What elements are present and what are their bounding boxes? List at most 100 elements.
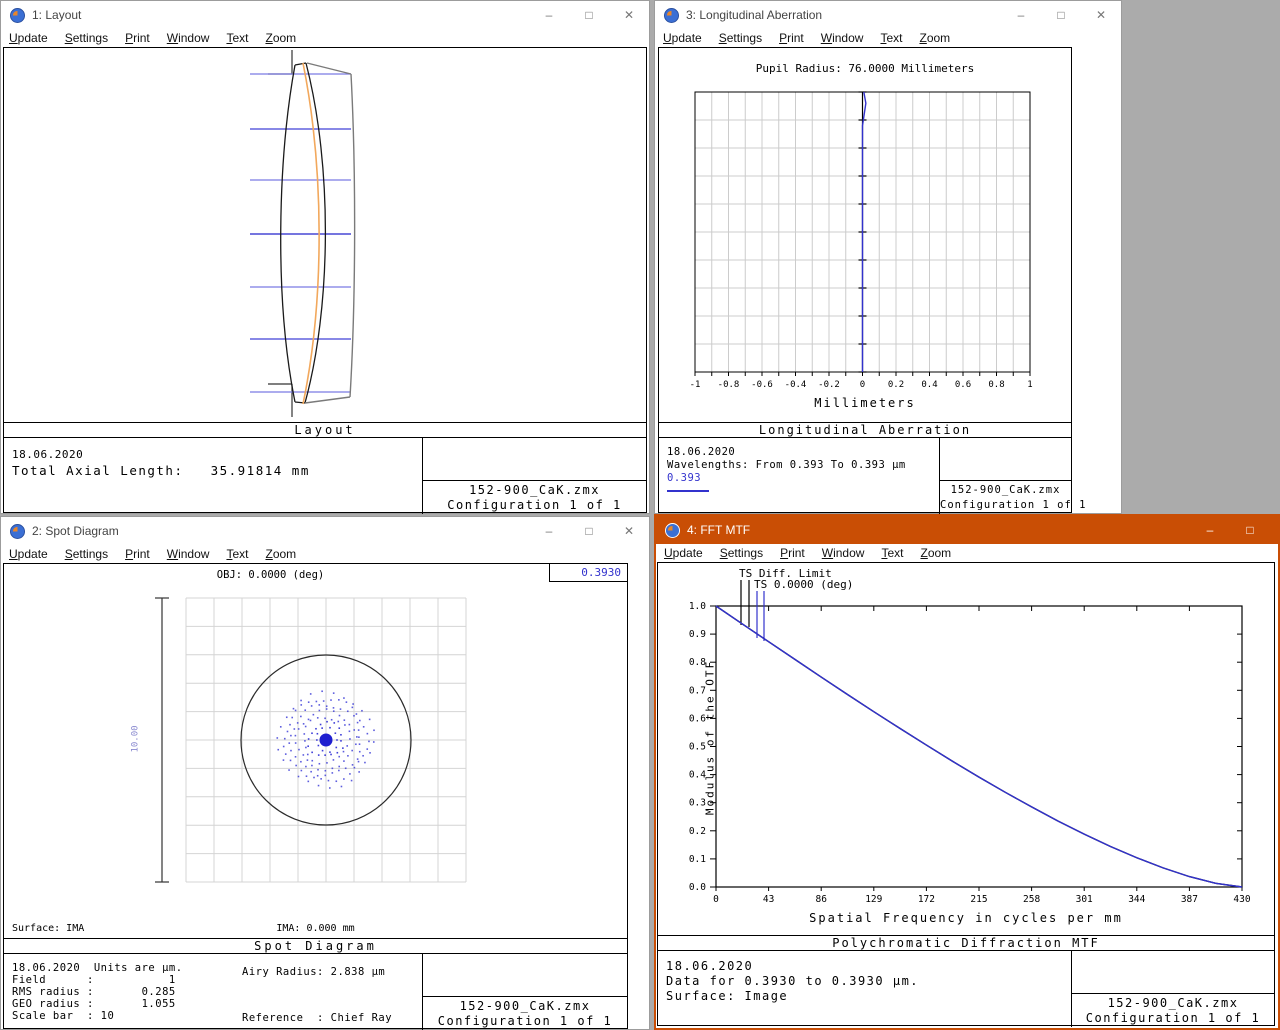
tick-label: -0.4 [785,380,807,390]
menu-item-window[interactable]: Window [820,31,864,45]
menu-item-settings[interactable]: Settings [64,547,109,561]
tick-label: 0.7 [689,685,706,696]
tick-label: 0.2 [888,380,904,390]
plot-title-strip: Polychromatic Diffraction MTF [658,935,1274,951]
menu-item-update[interactable]: Update [9,547,48,561]
airy-radius-label: Airy Radius: 2.838 µm [242,966,386,978]
mtf-graphic-frame: TS Diff. Limit TS 0.0000 (deg) Modulus o… [657,562,1275,1027]
titlebar-mtf[interactable]: 4: FFT MTF – □ ✕ [656,516,1278,544]
menu-item-settings[interactable]: Settings [718,31,763,45]
ray-bundle [250,73,351,393]
wavelength-value: 0.393 [667,472,702,484]
tick-label: 0.8 [689,657,706,668]
menu-item-text[interactable]: Text [226,547,249,561]
maximize-button[interactable]: □ [1246,523,1254,537]
menu-item-zoom[interactable]: Zoom [919,31,951,45]
configuration-label: Configuration 1 of 1 [1085,1010,1261,1025]
tick-label: 0.1 [689,854,706,865]
titlebar-layout[interactable]: 1: Layout – □ ✕ [1,1,649,29]
tick-label: 86 [815,894,827,905]
plot-title: Layout [294,423,356,437]
date-label: 18.06.2020 [666,959,754,973]
lens-file-name: 152-900_CaK.zmx [469,482,600,497]
footer-divider [939,438,940,514]
menu-item-settings[interactable]: Settings [719,546,764,560]
tick-label: 0.0 [689,882,706,893]
menu-item-settings[interactable]: Settings [64,31,109,45]
titlebar-spot[interactable]: 2: Spot Diagram – □ ✕ [1,517,649,545]
maximize-button[interactable]: □ [1057,8,1065,22]
window-layout: 1: Layout – □ ✕ Update Settings Print Windo… [0,0,650,514]
lens-layout-drawing [250,50,356,417]
close-button[interactable]: ✕ [623,8,635,22]
tick-label: 0.6 [955,380,971,390]
pupil-radius-header: Pupil Radius: 76.0000 Millimeters [755,62,975,75]
menu-item-window[interactable]: Window [821,546,865,560]
menu-item-text[interactable]: Text [880,31,903,45]
lens-file-name: 152-900_CaK.zmx [1107,995,1239,1010]
menubar-longitudinal: Update Settings Print Window Text Zoom [655,29,1121,47]
tick-label: 0.9 [689,629,706,640]
tick-label: -0.6 [751,380,773,390]
window-title: 1: Layout [32,8,82,22]
spot-footer: 18.06.2020 Units are µm. Field : 1 RMS r… [4,954,627,1030]
tick-label: -1 [690,380,701,390]
menu-item-print[interactable]: Print [125,31,150,45]
close-button[interactable]: ✕ [1270,516,1278,544]
menu-item-update[interactable]: Update [664,546,703,560]
menu-item-print[interactable]: Print [779,31,804,45]
menu-item-text[interactable]: Text [881,546,904,560]
menu-item-update[interactable]: Update [663,31,702,45]
minimize-button[interactable]: – [545,8,553,22]
menu-item-zoom[interactable]: Zoom [265,31,297,45]
menubar-mtf: Update Settings Print Window Text Zoom [656,544,1278,562]
window-spot-diagram: 2: Spot Diagram – □ ✕ Update Settings Prin… [0,516,650,1030]
tick-label: 215 [970,894,987,905]
configuration-label: Configuration 1 of 1 [447,497,622,512]
legend-diff-limit-label: TS Diff. Limit [739,567,832,580]
spot-core [319,733,333,747]
tick-label: 1 [1027,380,1032,390]
longitudinal-footer: 18.06.2020 Wavelengths: From 0.393 To 0.… [659,438,1085,514]
menu-item-window[interactable]: Window [166,31,210,45]
data-range-label: Data for 0.3930 to 0.3930 µm. [666,974,920,988]
tick-label: 0.6 [689,713,706,724]
tick-label: 258 [1023,894,1040,905]
menu-item-print[interactable]: Print [125,547,150,561]
plot-title: Polychromatic Diffraction MTF [832,936,1100,950]
file-config-box: 152-900_CaK.zmx Configuration 1 of 1 [423,480,646,514]
menu-item-window[interactable]: Window [166,547,210,561]
longitudinal-aberration-plot: -1 -0.8 -0.6 -0.4 -0.2 0 0.2 0.4 0.6 0.8 1 [690,91,1033,390]
obj-field-label: OBJ: 0.0000 (deg) [216,569,325,581]
date-label: 18.06.2020 [12,448,84,461]
file-config-box: 152-900_CaK.zmx Configuration 1 of 1 [423,996,627,1030]
menu-item-text[interactable]: Text [226,31,249,45]
zemax-app-icon [664,7,679,23]
close-button[interactable]: ✕ [1095,8,1107,22]
maximize-button[interactable]: □ [585,524,593,538]
close-button[interactable]: ✕ [623,524,635,538]
tick-label: 0.5 [689,742,706,753]
maximize-button[interactable]: □ [585,8,593,22]
plot-title-strip: Longitudinal Aberration [659,422,1071,438]
menu-item-update[interactable]: Update [9,31,48,45]
minimize-button[interactable]: – [545,524,553,538]
date-label: 18.06.2020 [667,446,736,458]
footer-divider [422,438,423,514]
zemax-app-icon [665,522,680,538]
menu-item-zoom[interactable]: Zoom [265,547,297,561]
titlebar-longitudinal[interactable]: 3: Longitudinal Aberration – □ ✕ [655,1,1121,29]
minimize-button[interactable]: – [1017,8,1025,22]
tick-label: 0.4 [921,380,937,390]
footer-divider [422,954,423,1030]
menu-item-print[interactable]: Print [780,546,805,560]
spot-stats-block: 18.06.2020 Units are µm. Field : 1 RMS r… [12,962,183,1022]
mtf-curve [715,605,1243,888]
longitudinal-graphic-frame: Pupil Radius: 76.0000 Millimeters -1 -0.8… [658,47,1085,514]
airy-disk-circle [240,654,412,826]
minimize-button[interactable]: – [1206,523,1214,537]
lens-element-1 [280,62,327,404]
tick-label: 0.4 [689,770,706,781]
menu-item-zoom[interactable]: Zoom [920,546,952,560]
window-title: 3: Longitudinal Aberration [686,8,823,22]
